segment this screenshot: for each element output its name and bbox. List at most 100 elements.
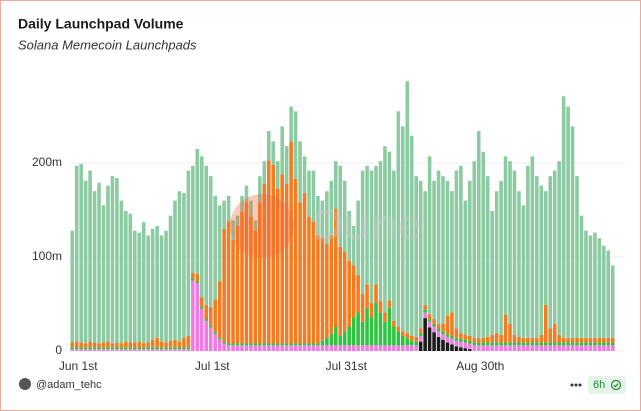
bar-segment [494, 345, 499, 351]
bar-segment [186, 349, 191, 351]
bar-segment [253, 345, 258, 351]
bar-segment [226, 195, 231, 222]
bar-segment [579, 345, 584, 351]
bar-segment [512, 170, 517, 336]
bar-segment [106, 347, 110, 350]
bar-segment [74, 341, 79, 348]
bar-segment [164, 230, 168, 343]
bar-segment [530, 342, 535, 346]
bar-segment [208, 176, 213, 307]
bar-segment [128, 342, 133, 348]
bar-segment [88, 347, 92, 350]
bar-segment [92, 342, 97, 348]
bar-segment [226, 343, 231, 346]
bar-segment [240, 211, 244, 344]
bar-segment [217, 339, 222, 351]
bar-segment [588, 345, 593, 351]
bar-segment [132, 342, 137, 348]
bar-segment [360, 321, 365, 346]
bar-segment [450, 191, 454, 313]
bar-segment [356, 274, 360, 313]
bar-segment [454, 170, 459, 329]
bar-segment [405, 337, 410, 346]
chart-title: Daily Launchpad Volume [18, 16, 184, 32]
bar-segment [146, 235, 150, 343]
bar-segment [168, 215, 173, 341]
bar-segment [222, 341, 226, 344]
bar-segment [231, 240, 235, 344]
bar-segment [231, 343, 235, 346]
bar-segment [597, 345, 602, 351]
bar-segment [79, 349, 83, 351]
bar-segment [374, 345, 378, 351]
bar-segment [552, 345, 557, 351]
bar-segment [164, 342, 168, 348]
bar-segment [401, 331, 405, 336]
bar-segment [329, 334, 334, 346]
bar-segment [409, 135, 414, 336]
bar-segment [284, 343, 289, 346]
refresh-text: 6h [593, 379, 605, 391]
bar-segment [575, 342, 579, 346]
bar-segment [579, 342, 584, 346]
bar-segment [459, 347, 463, 351]
bar-segment [316, 343, 320, 346]
bar-segment [217, 281, 222, 338]
y-tick-label: 200m [32, 155, 62, 169]
bar-segment [499, 335, 503, 343]
bar-segment [476, 342, 481, 346]
bar-segment [280, 126, 284, 175]
bar-segment [182, 347, 186, 350]
bar-segment [289, 343, 293, 346]
bar-segment [97, 343, 101, 348]
bar-segment [351, 345, 356, 351]
bar-segment [392, 320, 396, 327]
bar-segment [150, 228, 155, 340]
bar-segment [311, 343, 316, 346]
bar-segment [418, 333, 423, 336]
bar-segment [83, 343, 88, 348]
bar-segment [418, 328, 423, 334]
bar-segment [494, 342, 499, 346]
bar-segment [494, 333, 499, 343]
bar-segment [521, 345, 526, 351]
bar-segment [132, 347, 137, 350]
bar-segment [70, 347, 75, 350]
bar-segment [441, 176, 445, 324]
bar-segment [360, 170, 365, 294]
bar-segment [302, 156, 307, 194]
bar-segment [74, 349, 79, 351]
bar-segment [387, 151, 392, 301]
bar-segment [262, 345, 267, 351]
bar-segment [561, 337, 566, 343]
bar-segment [602, 342, 606, 346]
bar-segment [150, 347, 155, 350]
bar-segment [240, 343, 244, 346]
bar-segment [418, 335, 423, 342]
bar-segment [235, 345, 240, 351]
bar-segment [436, 323, 441, 329]
bar-segment [208, 327, 213, 351]
bar-segment [530, 156, 535, 338]
bar-segment [602, 337, 606, 343]
author[interactable]: @adam_tehc [36, 379, 102, 391]
bar-segment [208, 306, 213, 326]
bar-segment [128, 349, 133, 351]
bar-segment [535, 176, 539, 338]
more-button[interactable] [570, 383, 582, 387]
bar-segment [387, 345, 392, 351]
bar-segment [146, 342, 150, 348]
bar-segment [535, 342, 539, 346]
bar-segment [280, 174, 284, 344]
chart-subtitle: Solana Memecoin Launchpads [18, 37, 197, 52]
bar-segment [79, 347, 83, 350]
bar-segment [249, 345, 253, 351]
bar-segment [472, 342, 477, 346]
bar-segment [137, 232, 142, 342]
bar-segment [423, 318, 427, 351]
bar-segment [280, 343, 284, 346]
bar-segment [244, 202, 249, 344]
bar-segment [150, 339, 155, 348]
bar-segment [539, 342, 544, 346]
bar-segment [526, 345, 530, 351]
